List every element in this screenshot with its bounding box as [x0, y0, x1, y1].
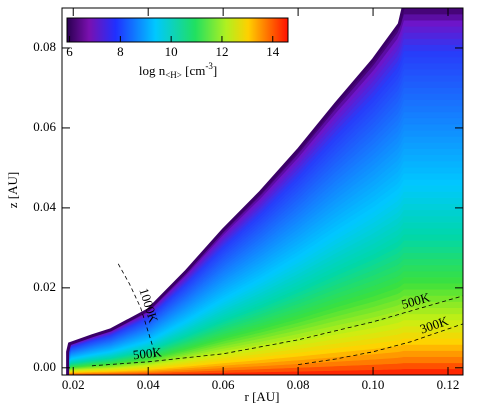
y-tick-label: 0.08 [33, 39, 56, 54]
colorbar-tick-label: 10 [165, 44, 178, 59]
colorbar-tick-label: 8 [117, 44, 124, 59]
y-tick-label: 0.04 [33, 199, 56, 214]
y-axis-label: z [AU] [5, 172, 20, 208]
colorbar-label: log n<H> [cm-3] [139, 61, 217, 80]
y-tick-label: 0.00 [33, 359, 56, 374]
y-tick-label: 0.02 [33, 279, 56, 294]
contour-label: 500K [132, 344, 163, 362]
x-axis-label: r [AU] [244, 389, 279, 404]
x-tick-label: 0.12 [437, 377, 460, 392]
density-field [66, 8, 463, 375]
x-tick-label: 0.02 [62, 377, 85, 392]
x-tick-label: 0.10 [362, 377, 385, 392]
contour-line [91, 295, 463, 367]
colorbar [66, 17, 289, 43]
x-tick-label: 0.06 [212, 377, 235, 392]
x-tick-label: 0.04 [137, 377, 160, 392]
colorbar-label-sub: <H> [165, 70, 182, 80]
colorbar-tick-label: 14 [266, 44, 280, 59]
colorbar-tick-label: 6 [66, 44, 73, 59]
x-tick-label: 0.08 [287, 377, 310, 392]
plot-frame [61, 7, 464, 376]
colorbar-label-main: log n [139, 63, 166, 78]
contour-line [117, 263, 157, 356]
colorbar-label-sup: -3 [205, 61, 213, 71]
y-tick-label: 0.06 [33, 119, 56, 134]
contour-line [298, 323, 463, 366]
colorbar-tick-label: 12 [215, 44, 228, 59]
colorbar-label-unit: [cm [182, 63, 205, 78]
disk-surface [66, 8, 405, 375]
colorbar-label-end: ] [213, 63, 217, 78]
